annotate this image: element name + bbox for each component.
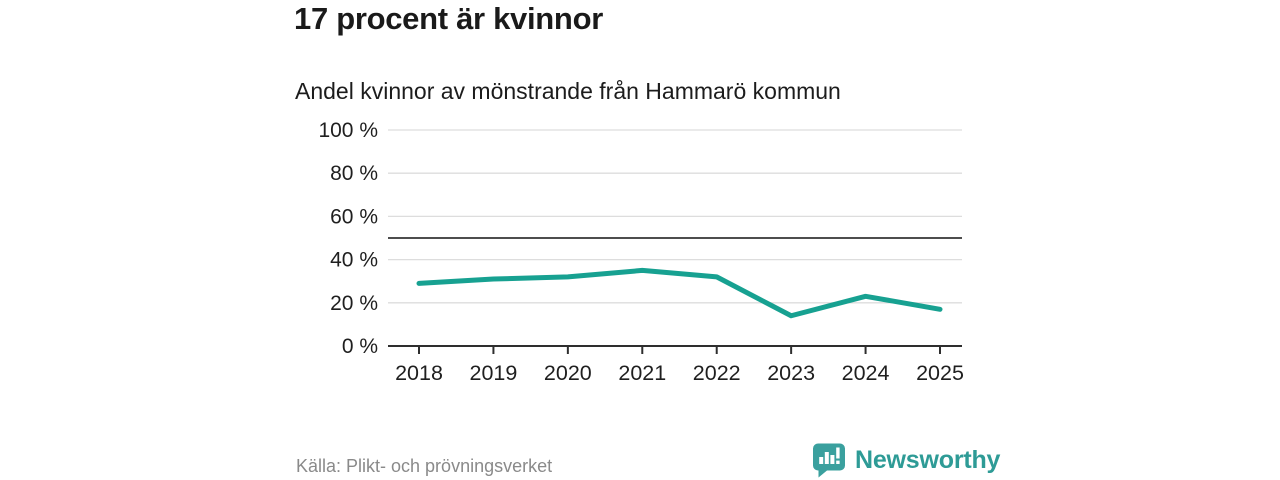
svg-text:2022: 2022	[693, 361, 741, 385]
svg-text:2021: 2021	[618, 361, 666, 385]
svg-text:2025: 2025	[916, 361, 964, 385]
svg-text:40 %: 40 %	[330, 249, 378, 272]
svg-text:2020: 2020	[544, 361, 592, 385]
svg-text:2018: 2018	[395, 361, 443, 385]
brand-name: Newsworthy	[855, 446, 1001, 474]
svg-text:80 %: 80 %	[330, 162, 378, 185]
svg-text:2024: 2024	[842, 361, 890, 385]
svg-text:0 %: 0 %	[342, 335, 378, 358]
svg-text:20 %: 20 %	[330, 292, 378, 315]
svg-text:2023: 2023	[767, 361, 815, 385]
svg-text:60 %: 60 %	[330, 205, 378, 228]
source-note: Källa: Plikt- och prövningsverket	[296, 456, 553, 476]
chart-subtitle: Andel kvinnor av mönstrande från Hammarö…	[295, 78, 841, 104]
svg-text:2019: 2019	[470, 361, 518, 385]
page-title: 17 procent är kvinnor	[294, 1, 603, 36]
svg-text:100 %: 100 %	[318, 119, 378, 142]
newsworthy-logo-icon	[812, 443, 846, 478]
brand-logo: Newsworthy	[812, 443, 1000, 478]
